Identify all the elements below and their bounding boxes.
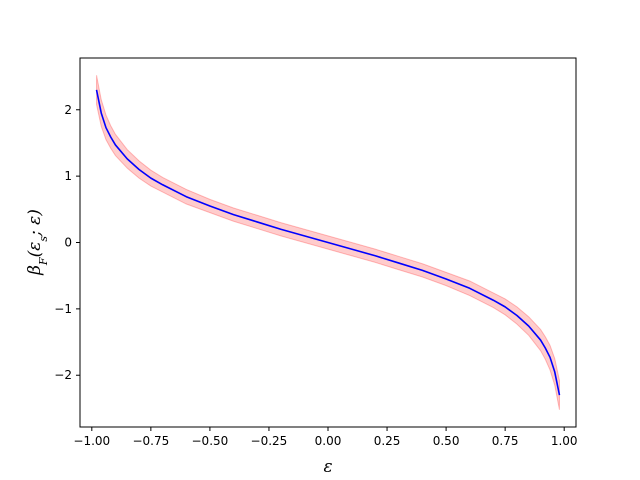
y-axis-ticks: −2 −1 0 1 2 — [54, 103, 80, 382]
x-axis-ticks: −1.00 −0.75 −0.50 −0.25 0.00 0.25 0.50 0.75 1.00 — [73, 427, 578, 448]
y-axis-label: βF(εs; ε) — [25, 209, 50, 276]
x-tick-label: −0.25 — [251, 434, 288, 448]
x-tick-label: −1.00 — [73, 434, 110, 448]
y-tick-label: 0 — [64, 236, 72, 250]
x-tick-label: −0.50 — [192, 434, 229, 448]
x-axis-label: ε — [323, 457, 332, 477]
x-tick-label: 0.25 — [374, 434, 401, 448]
y-tick-label: −2 — [54, 368, 72, 382]
y-tick-label: −1 — [54, 302, 72, 316]
x-tick-label: 0.75 — [492, 434, 519, 448]
y-tick-label: 1 — [64, 169, 72, 183]
y-tick-label: 2 — [64, 103, 72, 117]
x-tick-label: −0.75 — [132, 434, 169, 448]
x-tick-label: 0.50 — [433, 434, 460, 448]
mean-curve — [95, 89, 561, 396]
x-tick-label: 0.00 — [315, 434, 342, 448]
plot-area — [95, 75, 561, 410]
x-tick-label: 1.00 — [551, 434, 578, 448]
